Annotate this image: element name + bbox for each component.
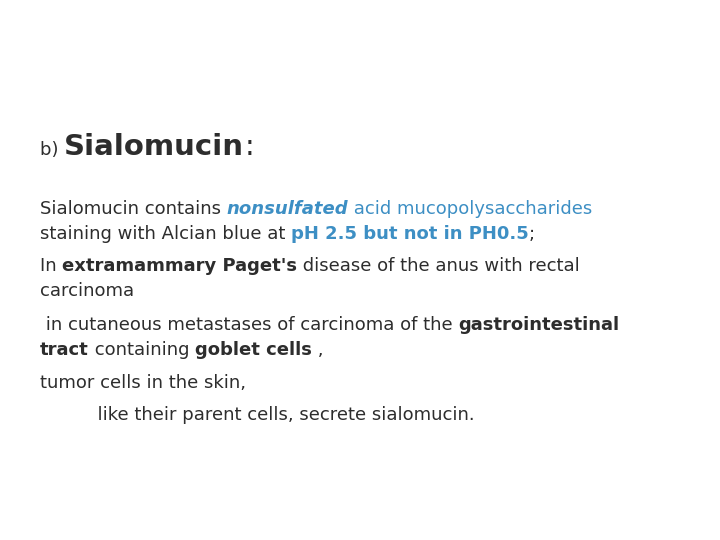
Text: pH 2.5 but not in PH0.5: pH 2.5 but not in PH0.5 (291, 225, 529, 243)
Text: In: In (40, 257, 63, 275)
Text: nonsulfated: nonsulfated (227, 200, 348, 218)
Text: Sialomucin: Sialomucin (64, 133, 244, 161)
Text: :: : (244, 133, 254, 161)
Text: staining with Alcian blue at: staining with Alcian blue at (40, 225, 291, 243)
Text: Sialomucin contains: Sialomucin contains (40, 200, 227, 218)
Text: tumor cells in the skin,: tumor cells in the skin, (40, 374, 246, 392)
Text: in cutaneous metastases of carcinoma of the: in cutaneous metastases of carcinoma of … (40, 316, 459, 334)
Text: ,: , (312, 341, 323, 359)
Text: goblet cells: goblet cells (195, 341, 312, 359)
Text: containing: containing (89, 341, 195, 359)
Text: acid mucopolysaccharides: acid mucopolysaccharides (348, 200, 593, 218)
Text: disease of the anus with rectal: disease of the anus with rectal (297, 257, 580, 275)
Text: carcinoma: carcinoma (40, 282, 134, 300)
Text: b): b) (40, 141, 64, 159)
Text: extramammary Paget's: extramammary Paget's (63, 257, 297, 275)
Text: like their parent cells, secrete sialomucin.: like their parent cells, secrete sialomu… (40, 406, 474, 424)
Text: ;: ; (529, 225, 535, 243)
Text: gastrointestinal: gastrointestinal (459, 316, 619, 334)
Text: tract: tract (40, 341, 89, 359)
